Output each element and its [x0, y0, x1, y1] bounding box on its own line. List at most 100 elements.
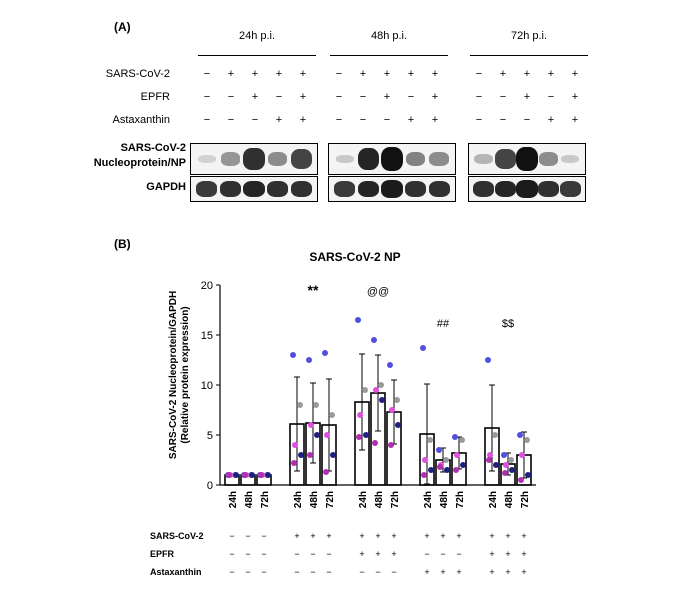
blot-band	[537, 180, 560, 198]
chart-treatment-sign: −	[294, 567, 300, 577]
data-point	[428, 467, 434, 473]
treatment-sign: −	[407, 91, 415, 103]
gapdh-blot-strip	[190, 176, 318, 202]
data-point	[298, 452, 304, 458]
significance-annotation: @@	[367, 286, 389, 298]
np-blot-strip	[190, 143, 318, 175]
significance-annotation: $$	[502, 318, 514, 330]
treatment-sign: +	[523, 68, 531, 80]
chart-treatment-sign: −	[359, 567, 365, 577]
treatment-sign: +	[547, 68, 555, 80]
condition-row-label: EPFR	[140, 91, 170, 103]
treatment-sign: −	[475, 91, 483, 103]
treatment-sign: −	[547, 91, 555, 103]
data-point	[517, 432, 523, 438]
x-tick-label: 48h	[374, 491, 385, 508]
chart-condition-row-label: EPFR	[150, 549, 175, 559]
data-point	[459, 437, 465, 443]
data-point	[422, 457, 428, 463]
blot-band	[381, 147, 403, 171]
x-tick-label: 24h	[293, 491, 304, 508]
data-point	[290, 352, 296, 358]
x-tick-label: 48h	[309, 491, 320, 508]
chart-treatment-sign: +	[359, 549, 365, 559]
treatment-sign: −	[475, 68, 483, 80]
treatment-sign: +	[431, 91, 439, 103]
blot-band	[559, 181, 581, 197]
x-tick-label: 72h	[455, 491, 466, 508]
blot-label-np-line1: SARS-CoV-2	[120, 142, 186, 154]
np-blot-strip	[468, 143, 586, 175]
chart-treatment-sign: −	[245, 549, 251, 559]
data-point	[249, 472, 255, 478]
treatment-sign: +	[275, 114, 283, 126]
y-tick-label: 15	[201, 330, 213, 342]
treatment-sign: +	[383, 68, 391, 80]
blot-band	[267, 152, 288, 166]
chart-treatment-sign: −	[261, 549, 267, 559]
blot-band	[494, 149, 516, 169]
data-point	[324, 432, 330, 438]
data-point	[378, 382, 384, 388]
data-point	[420, 345, 426, 351]
y-tick-label: 0	[207, 480, 213, 492]
chart-condition-row-label: SARS-CoV-2	[150, 531, 204, 541]
data-point	[519, 452, 525, 458]
data-point	[487, 452, 493, 458]
data-point	[453, 467, 459, 473]
treatment-sign: +	[547, 114, 555, 126]
chart-treatment-sign: +	[489, 531, 495, 541]
data-point	[265, 472, 271, 478]
data-point	[387, 362, 393, 368]
data-point	[297, 402, 303, 408]
timepoint-divider-line	[470, 55, 588, 56]
blot-band	[243, 180, 265, 198]
data-point	[437, 464, 443, 470]
x-tick-label: 24h	[358, 491, 369, 508]
y-tick-label: 10	[201, 380, 213, 392]
chart-treatment-sign: −	[326, 567, 332, 577]
x-tick-label: 72h	[390, 491, 401, 508]
blot-band	[538, 152, 559, 166]
blot-band	[405, 151, 426, 167]
data-point	[258, 472, 264, 478]
treatment-sign: −	[359, 114, 367, 126]
treatment-sign: +	[523, 91, 531, 103]
treatment-sign: −	[275, 91, 283, 103]
treatment-sign: +	[299, 68, 307, 80]
data-point	[362, 387, 368, 393]
data-point	[233, 472, 239, 478]
data-point	[427, 437, 433, 443]
data-point	[379, 397, 385, 403]
x-tick-label: 24h	[228, 491, 239, 508]
panel-b-label: (B)	[114, 237, 131, 251]
data-point	[356, 434, 362, 440]
data-point	[436, 447, 442, 453]
timepoint-label: 24h p.i.	[238, 30, 276, 42]
chart-treatment-sign: +	[505, 549, 511, 559]
chart-treatment-sign: +	[521, 531, 527, 541]
chart-treatment-sign: −	[245, 567, 251, 577]
timepoint-divider-line	[330, 55, 448, 56]
bar-chart: SARS-CoV-2 NP SARS-CoV-2 Nucleoprotein/GA…	[168, 250, 536, 508]
data-point	[454, 452, 460, 458]
blot-band	[219, 180, 242, 198]
chart-treatment-sign: −	[375, 567, 381, 577]
treatment-sign: +	[431, 68, 439, 80]
chart-treatment-sign: +	[424, 531, 430, 541]
data-point	[524, 437, 530, 443]
chart-treatment-sign: −	[310, 549, 316, 559]
data-point	[460, 462, 466, 468]
treatment-sign: −	[499, 114, 507, 126]
data-point	[485, 357, 491, 363]
data-point	[357, 412, 363, 418]
chart-treatment-sign: −	[229, 567, 235, 577]
treatment-sign: +	[431, 114, 439, 126]
gapdh-blot-strip	[328, 176, 456, 202]
x-tick-label: 72h	[260, 491, 271, 508]
chart-treatment-sign: +	[505, 531, 511, 541]
data-point	[508, 457, 514, 463]
blot-band	[357, 147, 380, 171]
data-point	[421, 472, 427, 478]
data-point	[509, 467, 515, 473]
